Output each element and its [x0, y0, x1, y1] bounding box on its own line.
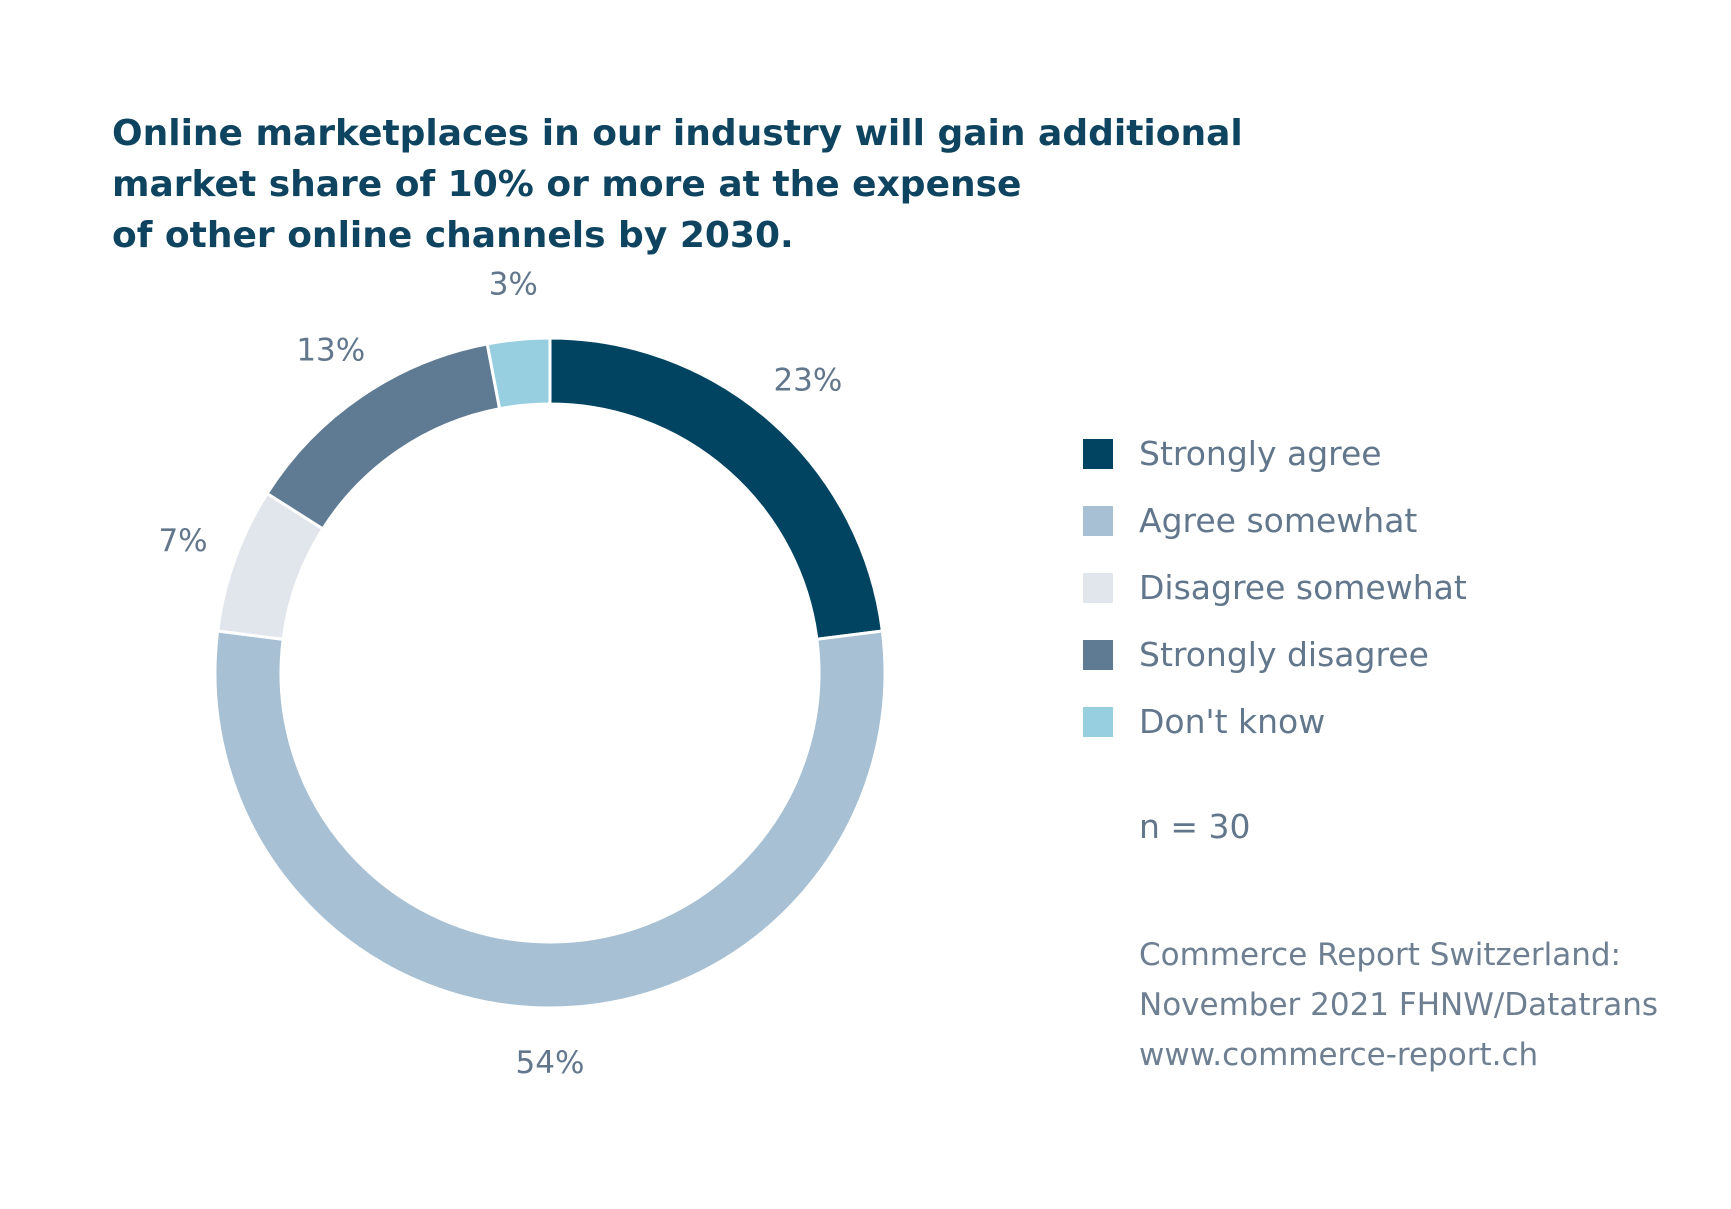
donut-slice-dont-know	[485, 336, 552, 411]
legend-label: Disagree somewhat	[1139, 568, 1467, 607]
source-line: www.commerce-report.ch	[1139, 1037, 1539, 1073]
legend-swatch	[1083, 573, 1113, 603]
legend-swatch	[1083, 707, 1113, 737]
source-line: November 2021 FHNW/Datatrans	[1139, 987, 1659, 1023]
legend-label: Agree somewhat	[1139, 501, 1418, 540]
source-line: Commerce Report Switzerland:	[1139, 937, 1621, 973]
data-label-disagree-somewhat: 7%	[158, 523, 207, 559]
legend-swatch	[1083, 506, 1113, 536]
title-line: Online marketplaces in our industry will…	[112, 113, 1243, 154]
legend-label: Strongly agree	[1139, 434, 1382, 473]
data-label-dont-know: 3%	[489, 267, 538, 303]
data-label-strongly-disagree: 13%	[296, 332, 365, 368]
data-label-strongly-agree: 23%	[773, 362, 842, 398]
donut-slice-agree-somewhat	[213, 629, 887, 1010]
legend-swatch	[1083, 439, 1113, 469]
donut-slice-strongly-disagree	[265, 342, 502, 531]
title-line: of other online channels by 2030.	[112, 215, 794, 256]
legend-label: Strongly disagree	[1139, 635, 1429, 674]
data-label-agree-somewhat: 54%	[516, 1045, 585, 1081]
sample-size-note: n = 30	[1139, 807, 1251, 846]
source-credit: Commerce Report Switzerland: November 20…	[1139, 930, 1658, 1080]
title-line: market share of 10% or more at the expen…	[112, 164, 1022, 205]
legend-swatch	[1083, 640, 1113, 670]
chart-title: Online marketplaces in our industry will…	[112, 108, 1312, 261]
legend-label: Don't know	[1139, 702, 1326, 741]
